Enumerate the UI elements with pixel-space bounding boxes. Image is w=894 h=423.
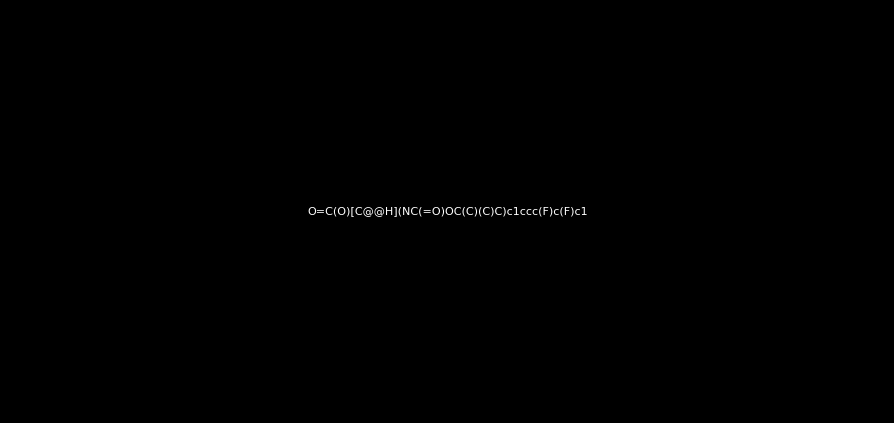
Text: O=C(O)[C@@H](NC(=O)OC(C)(C)C)c1ccc(F)c(F)c1: O=C(O)[C@@H](NC(=O)OC(C)(C)C)c1ccc(F)c(F… — [307, 206, 587, 217]
